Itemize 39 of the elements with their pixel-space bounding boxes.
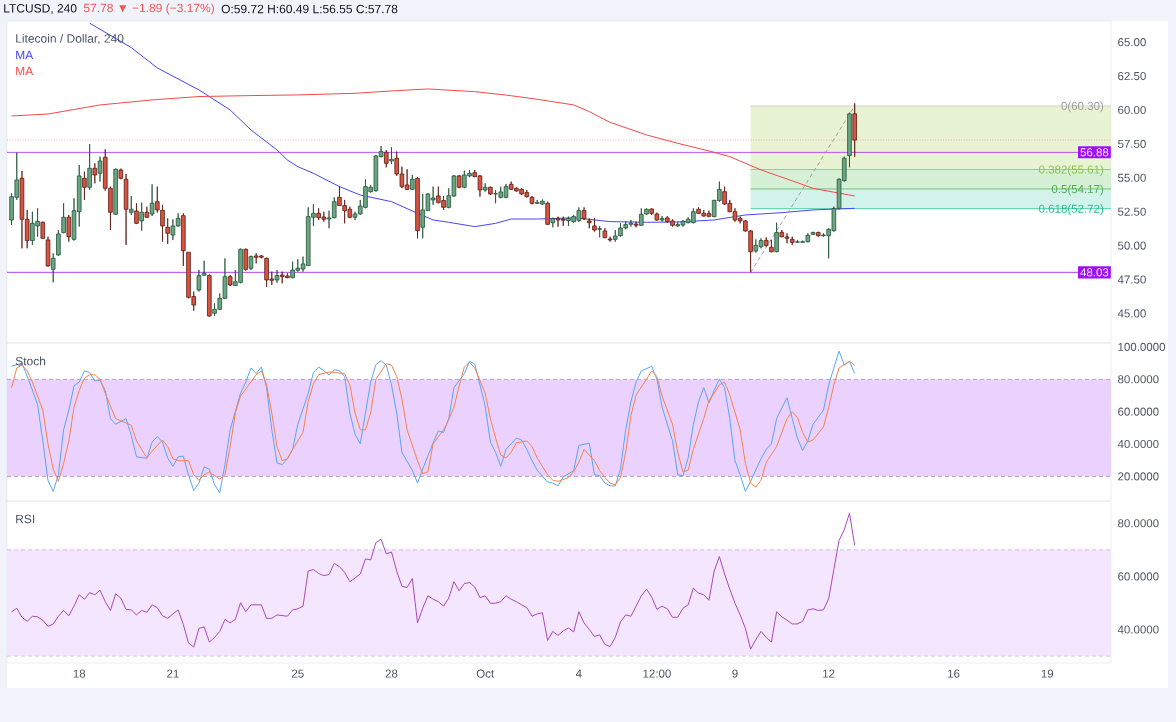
y-tick-label: 60.0000 [1118,407,1159,416]
x-tick-label: 16 [948,669,960,678]
ref-line-label: 48.03 [1080,268,1109,277]
text: 57.78 ▼ −1.89 (−3.17%) [83,3,214,15]
ref-line-label: 0.5(54.17) [1051,184,1104,196]
y-tick-label: 57.50 [1117,139,1146,148]
y-tick-label: 47.50 [1117,275,1146,284]
y-tick-label: 50.00 [1117,241,1146,250]
y-tick-label: 62.50 [1118,71,1146,81]
x-tick-label: 9 [732,669,738,678]
x-tick-label: 19 [1041,669,1054,678]
x-tick-label: 12:00 [643,669,671,678]
ref-line-label: 0(60.30) [1061,101,1104,113]
y-tick-label: 20.0000 [1118,472,1159,481]
text: Stoch [15,356,46,366]
x-tick-label: 4 [575,669,582,678]
x-tick-label: 21 [167,669,179,678]
ref-line-label: 56.88 [1080,148,1109,157]
text: MA [16,66,34,76]
x-tick-label: 25 [291,669,304,678]
y-tick-label: 40.0000 [1117,625,1159,634]
y-tick-label: 40.0000 [1117,439,1159,449]
y-tick-label: 55.00 [1117,173,1146,182]
x-tick-label: Oct [476,669,495,678]
y-tick-label: 52.50 [1117,207,1146,216]
y-tick-label: 80.0000 [1118,519,1159,528]
text: RSI [16,514,35,524]
x-tick-label: 18 [73,669,86,678]
x-tick-label: 28 [385,669,398,678]
y-tick-label: 60.0000 [1118,572,1159,581]
x-tick-label: 12 [823,669,835,678]
text: MA [16,50,34,60]
y-tick-label: 100.0000 [1118,342,1166,351]
y-tick-label: 45.00 [1117,309,1146,318]
text: LTCUSD, 240 [4,4,77,14]
y-tick-label: 60.00 [1118,105,1146,115]
text: O:59.72 H:60.49 L:56.55 C:57.78 [221,4,398,14]
y-tick-label: 80.0000 [1118,375,1159,384]
y-tick-label: 65.00 [1118,38,1146,47]
